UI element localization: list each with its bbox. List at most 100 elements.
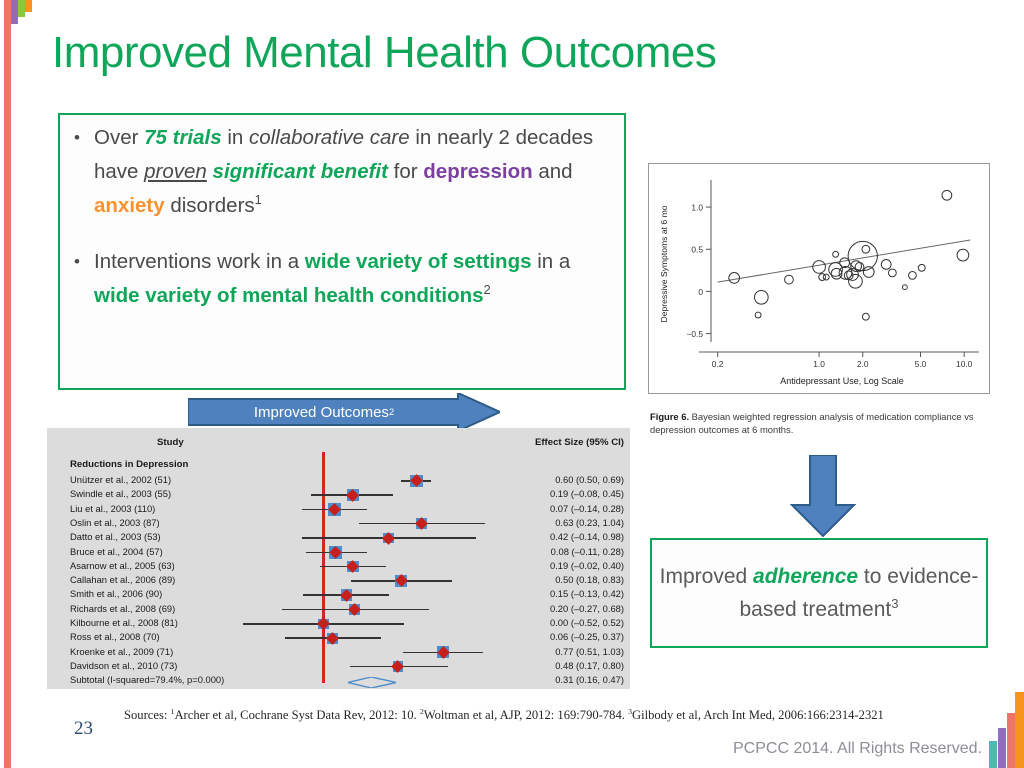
forest-col-header-study: Study	[157, 437, 184, 448]
forest-row-study: Unützer et al., 2002 (51)	[70, 474, 172, 485]
footnote-marker: 3	[891, 596, 899, 611]
forest-row-study: Swindle et al., 2003 (55)	[70, 488, 172, 500]
forest-row-value: 0.15 (–0.13, 0.42)	[549, 588, 624, 600]
scatter-bubble	[880, 259, 892, 270]
forest-row-study: Liu et al., 2003 (110)	[70, 502, 156, 514]
key-findings-box: • Over 75 trials in collaborative care i…	[58, 113, 626, 390]
x-tick-label: 10.0	[956, 359, 973, 369]
footnote-marker: 3	[628, 706, 632, 716]
source-citation: Gilbody et al, Arch Int Med, 2006:166:23…	[631, 708, 884, 722]
forest-row-study: Ross et al., 2008 (70)	[70, 631, 160, 643]
trend-line	[717, 239, 971, 283]
footnote-marker: 1	[170, 706, 175, 716]
forest-summary-diamond	[348, 675, 397, 689]
forest-row-value: 0.07 (–0.14, 0.28)	[549, 502, 624, 514]
y-tick-label: 0.5	[691, 245, 703, 255]
scatter-bubble	[861, 244, 871, 254]
scatter-bubble	[850, 260, 862, 272]
forest-null-line	[321, 452, 325, 683]
bullet-interventions-text: Interventions work in a wide variety of …	[94, 250, 571, 307]
figure-caption: Figure 6. Bayesian weighted regression a…	[650, 411, 974, 435]
forest-row-value: 0.48 (0.17, 0.80)	[555, 659, 624, 671]
bar-green	[18, 0, 25, 17]
forest-row-study: Richards et al., 2008 (69)	[70, 602, 176, 614]
scatter-bubble	[847, 240, 878, 272]
scatter-bubble	[917, 263, 926, 272]
x-tick-label: 5.0	[915, 359, 927, 369]
footnote-marker: 2	[483, 282, 491, 298]
forest-row-value: 0.08 (–0.11, 0.28)	[550, 545, 624, 557]
bar-orange	[25, 0, 32, 12]
forest-row-study: Callahan et al., 2006 (89)	[70, 574, 176, 586]
y-tick-label: 0	[698, 287, 703, 297]
forest-group-title: Reductions in Depression	[70, 459, 189, 470]
x-tick-label: 0.2	[712, 359, 724, 369]
scatter-bubble	[838, 266, 853, 280]
bullet-interventions: • Interventions work in a wide variety o…	[60, 223, 624, 313]
bullet-trials-text: Over 75 trials in collaborative care in …	[94, 126, 594, 217]
scatter-bubble	[753, 289, 769, 305]
footnote-marker: 1	[254, 192, 262, 208]
bar-coral	[1007, 713, 1015, 768]
forest-row-value: 0.60 (0.50, 0.69)	[555, 474, 624, 485]
scatter-bubble	[812, 260, 826, 274]
scatter-bubble	[818, 273, 827, 281]
left-accent-rail	[4, 0, 11, 768]
sources-prefix: Sources:	[124, 708, 171, 722]
bullet-marker-icon: •	[74, 252, 80, 271]
down-arrow-connector	[789, 454, 857, 538]
source-citation: Archer et al, Cochrane Syst Data Rev, 20…	[174, 708, 420, 722]
bar-red	[4, 0, 11, 36]
x-tick-label: 2.0	[857, 359, 869, 369]
forest-row-value: 0.50 (0.18, 0.83)	[555, 574, 624, 586]
page-title: Improved Mental Health Outcomes	[52, 28, 717, 77]
improved-outcomes-arrow: Improved Outcomes 2	[188, 393, 500, 431]
scatter-bubble	[784, 274, 794, 285]
corner-bars-top-left	[0, 0, 44, 36]
forest-row-value: 0.63 (0.23, 1.04)	[555, 516, 624, 528]
forest-row-value: 0.42 (–0.14, 0.98)	[549, 531, 624, 543]
bar-orange	[1015, 692, 1024, 768]
forest-row-value: 0.19 (–0.02, 0.40)	[549, 559, 624, 571]
right-arrow-icon	[188, 393, 500, 431]
forest-row-study: Smith et al., 2006 (90)	[70, 588, 163, 600]
forest-subtotal-label: Subtotal (I-squared=79.4%, p=0.000)	[70, 674, 225, 686]
corner-bars-bottom-right	[984, 688, 1024, 768]
scatter-bubble	[848, 273, 863, 289]
y-tick-label: 1.0	[691, 203, 703, 213]
forest-row-value: 0.00 (–0.52, 0.52)	[549, 617, 624, 628]
scatter-bubble	[956, 248, 970, 262]
forest-row-study: Asarnow et al., 2005 (63)	[70, 559, 175, 571]
scatter-bubble	[830, 267, 843, 280]
scatter-bubble	[728, 272, 741, 284]
forest-subtotal-value: 0.31 (0.16, 0.47)	[555, 674, 624, 686]
forest-row-study: Bruce et al., 2004 (57)	[70, 545, 163, 557]
scatter-bubble	[862, 266, 875, 278]
forest-row-study: Datto et al., 2003 (53)	[70, 531, 161, 543]
down-arrow-icon	[789, 454, 857, 538]
scatter-bubble	[832, 250, 840, 258]
bar-purple	[998, 728, 1006, 768]
forest-plot-figure: Study Effect Size (95% CI) Reductions in…	[47, 428, 630, 689]
forest-row-value: 0.20 (–0.27, 0.68)	[549, 602, 624, 614]
forest-row-value: 0.19 (–0.08, 0.45)	[549, 488, 624, 500]
forest-row-value: 0.77 (0.51, 1.03)	[555, 645, 624, 657]
y-axis-label: Depressive Symptoms at 6 mo	[659, 205, 669, 322]
source-citation: Woltman et al, AJP, 2012: 169:790-784.	[423, 708, 629, 722]
x-tick-label: 1.0	[813, 359, 825, 369]
scatter-plot: −0.5 0 0.5 1.0 0.2 1.0 2.0 5.0 10.0 Antidepressan…	[659, 180, 979, 386]
bullet-marker-icon: •	[74, 128, 80, 147]
forest-row-study: Oslin et al., 2003 (87)	[70, 516, 160, 528]
scatter-bubble	[828, 262, 843, 277]
improved-adherence-box: Improved adherence to evidence-based tre…	[650, 538, 988, 648]
bullet-trials: • Over 75 trials in collaborative care i…	[60, 115, 624, 223]
improved-adherence-text: Improved adherence to evidence-based tre…	[659, 565, 979, 621]
y-tick-label: −0.5	[686, 329, 703, 339]
scatter-bubble	[908, 270, 917, 280]
scatter-bubble	[846, 268, 859, 281]
bar-purple	[11, 0, 18, 24]
scatter-bubble	[754, 311, 762, 319]
forest-row-study: Kilbourne et al., 2008 (81)	[70, 617, 178, 628]
forest-row-value: 0.06 (–0.25, 0.37)	[549, 631, 624, 643]
sources-footnote: Sources: 1Archer et al, Cochrane Syst Da…	[124, 707, 884, 724]
